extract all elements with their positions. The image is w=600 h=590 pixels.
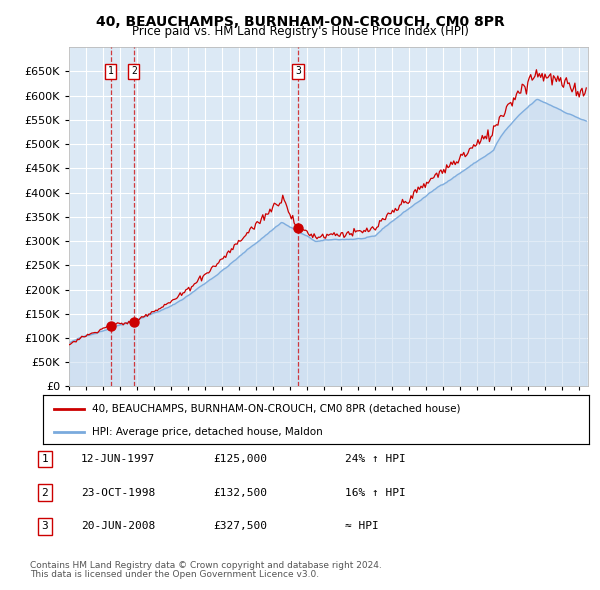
Text: 1: 1 <box>108 67 113 77</box>
Text: 20-JUN-2008: 20-JUN-2008 <box>81 522 155 531</box>
Text: HPI: Average price, detached house, Maldon: HPI: Average price, detached house, Mald… <box>92 427 323 437</box>
Text: 12-JUN-1997: 12-JUN-1997 <box>81 454 155 464</box>
Text: 16% ↑ HPI: 16% ↑ HPI <box>345 488 406 497</box>
Text: This data is licensed under the Open Government Licence v3.0.: This data is licensed under the Open Gov… <box>30 570 319 579</box>
Text: £327,500: £327,500 <box>213 522 267 531</box>
Text: 24% ↑ HPI: 24% ↑ HPI <box>345 454 406 464</box>
Text: Price paid vs. HM Land Registry's House Price Index (HPI): Price paid vs. HM Land Registry's House … <box>131 25 469 38</box>
Text: ≈ HPI: ≈ HPI <box>345 522 379 531</box>
Text: £125,000: £125,000 <box>213 454 267 464</box>
Text: 1: 1 <box>41 454 49 464</box>
Text: 40, BEAUCHAMPS, BURNHAM-ON-CROUCH, CM0 8PR: 40, BEAUCHAMPS, BURNHAM-ON-CROUCH, CM0 8… <box>95 15 505 29</box>
Text: 3: 3 <box>41 522 49 531</box>
Text: 3: 3 <box>295 67 301 77</box>
Text: Contains HM Land Registry data © Crown copyright and database right 2024.: Contains HM Land Registry data © Crown c… <box>30 560 382 569</box>
Text: 2: 2 <box>41 488 49 497</box>
Text: 2: 2 <box>131 67 137 77</box>
Text: 40, BEAUCHAMPS, BURNHAM-ON-CROUCH, CM0 8PR (detached house): 40, BEAUCHAMPS, BURNHAM-ON-CROUCH, CM0 8… <box>92 404 461 414</box>
Text: £132,500: £132,500 <box>213 488 267 497</box>
Text: 23-OCT-1998: 23-OCT-1998 <box>81 488 155 497</box>
